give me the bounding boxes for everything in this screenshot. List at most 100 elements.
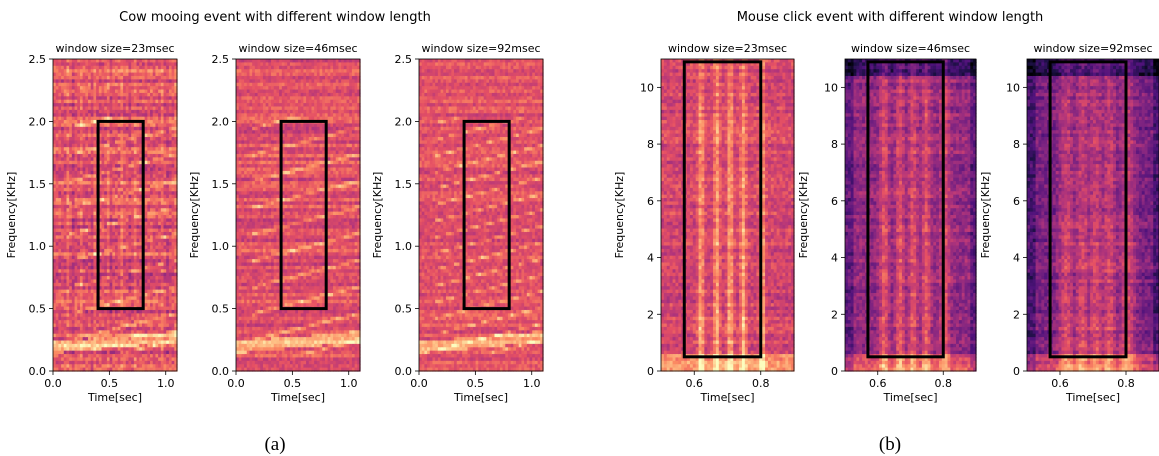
y-tick-label: 0 xyxy=(1013,365,1020,378)
y-tick-label: 1.0 xyxy=(212,240,230,253)
y-tick-label: 10 xyxy=(1006,81,1020,94)
x-tick-label: 1.0 xyxy=(523,377,541,390)
x-axis-label: Time[sec] xyxy=(453,391,508,404)
x-axis-label: Time[sec] xyxy=(87,391,142,404)
x-tick-label: 0.0 xyxy=(227,377,245,390)
x-axis-label: Time[sec] xyxy=(882,391,937,404)
y-tick-label: 6 xyxy=(647,195,654,208)
subplot-title: window size=92msec xyxy=(1033,42,1152,55)
spectrogram-heatmap xyxy=(236,59,361,372)
y-tick-label: 0.0 xyxy=(212,365,230,378)
x-tick-label: 0.6 xyxy=(686,377,704,390)
x-tick-label: 0.0 xyxy=(410,377,428,390)
subplot-title: window size=92msec xyxy=(421,42,540,55)
y-tick-label: 2.0 xyxy=(212,115,230,128)
subplot-1: 0.0 0.5 1.0 0.0 0.5 1.0 1.5 2.0 2.5 window size=2… xyxy=(5,42,178,404)
highlight-box xyxy=(682,60,763,359)
y-axis-label: Frequency[KHz] xyxy=(979,172,992,259)
panel-suptitle: Mouse click event with different window … xyxy=(737,10,1044,25)
subplot-title: window size=46msec xyxy=(238,42,357,55)
y-tick-label: 2.5 xyxy=(212,53,230,66)
y-tick-label: 6 xyxy=(1013,195,1020,208)
x-tick-label: 0.6 xyxy=(869,377,887,390)
y-tick-label: 4 xyxy=(647,252,654,265)
y-tick-label: 0 xyxy=(831,365,838,378)
y-tick-label: 2 xyxy=(647,308,654,321)
panel-b: Mouse click event with different window … xyxy=(613,10,1159,455)
spectrogram-heatmap xyxy=(1027,59,1159,372)
y-tick-label: 0.5 xyxy=(395,303,413,316)
x-tick-label: 0.0 xyxy=(44,377,62,390)
y-tick-label: 4 xyxy=(1013,252,1020,265)
y-tick-label: 1.5 xyxy=(395,178,413,191)
y-tick-label: 0.5 xyxy=(212,303,230,316)
y-tick-label: 2 xyxy=(1013,308,1020,321)
y-tick-label: 2.0 xyxy=(29,115,47,128)
x-tick-label: 0.6 xyxy=(1051,377,1069,390)
subplot-2: 0.6 0.8 0 2 4 6 8 10 window size=46msec Time[sec]… xyxy=(797,42,977,404)
axes-frame xyxy=(418,58,544,372)
y-tick-label: 1.0 xyxy=(395,240,413,253)
y-tick-label: 10 xyxy=(640,81,654,94)
axes-frame xyxy=(1026,58,1159,372)
axes-frame xyxy=(235,58,361,372)
axes-frame xyxy=(52,58,178,372)
y-tick-label: 2.0 xyxy=(395,115,413,128)
panel-caption: (a) xyxy=(264,434,285,455)
subplot-title: window size=23msec xyxy=(55,42,174,55)
x-tick-label: 0.8 xyxy=(935,377,953,390)
y-tick-label: 1.5 xyxy=(212,178,230,191)
panel-caption: (b) xyxy=(879,434,901,455)
highlight-box xyxy=(1048,60,1128,359)
y-tick-label: 8 xyxy=(831,138,838,151)
highlight-box xyxy=(96,119,145,311)
subplot-title: window size=46msec xyxy=(851,42,970,55)
panel-suptitle: Cow mooing event with different window l… xyxy=(119,10,431,25)
y-tick-label: 0.5 xyxy=(29,303,47,316)
spectrogram-heatmap xyxy=(419,59,544,372)
y-tick-label: 8 xyxy=(1013,138,1020,151)
x-tick-label: 0.5 xyxy=(467,377,485,390)
spectrogram-heatmap xyxy=(53,59,178,372)
y-tick-label: 6 xyxy=(831,195,838,208)
panel-a: Cow mooing event with different window l… xyxy=(5,10,544,455)
x-tick-label: 1.0 xyxy=(340,377,358,390)
spectrogram-heatmap xyxy=(661,59,795,372)
y-tick-label: 8 xyxy=(647,138,654,151)
y-axis-label: Frequency[KHz] xyxy=(371,172,384,259)
y-axis-label: Frequency[KHz] xyxy=(797,172,810,259)
x-axis-label: Time[sec] xyxy=(1065,391,1120,404)
x-tick-label: 1.0 xyxy=(157,377,175,390)
y-axis-label: Frequency[KHz] xyxy=(5,172,18,259)
x-tick-label: 0.5 xyxy=(284,377,302,390)
x-tick-label: 0.5 xyxy=(101,377,119,390)
highlight-box xyxy=(866,60,945,359)
y-tick-label: 0.0 xyxy=(29,365,47,378)
axes-frame xyxy=(660,58,795,372)
subplot-3: 0.6 0.8 0 2 4 6 8 10 window size=92msec Time[sec]… xyxy=(979,42,1159,404)
y-tick-label: 1.0 xyxy=(29,240,47,253)
highlight-box xyxy=(462,119,511,311)
y-tick-label: 2.5 xyxy=(395,53,413,66)
subplot-title: window size=23msec xyxy=(668,42,787,55)
y-tick-label: 2 xyxy=(831,308,838,321)
x-tick-label: 0.8 xyxy=(1117,377,1135,390)
y-tick-label: 2.5 xyxy=(29,53,47,66)
y-tick-label: 10 xyxy=(824,81,838,94)
subplot-3: 0.0 0.5 1.0 0.0 0.5 1.0 1.5 2.0 2.5 window size=9… xyxy=(371,42,544,404)
spectrogram-heatmap xyxy=(845,59,977,372)
x-axis-label: Time[sec] xyxy=(270,391,325,404)
y-tick-label: 0.0 xyxy=(395,365,413,378)
subplot-2: 0.0 0.5 1.0 0.0 0.5 1.0 1.5 2.0 2.5 window size=4… xyxy=(188,42,361,404)
subplot-1: 0.6 0.8 0 2 4 6 8 10 window size=23msec Time[sec]… xyxy=(613,42,795,404)
y-axis-label: Frequency[KHz] xyxy=(613,172,626,259)
y-tick-label: 1.5 xyxy=(29,178,47,191)
x-axis-label: Time[sec] xyxy=(699,391,754,404)
y-axis-label: Frequency[KHz] xyxy=(188,172,201,259)
highlight-box xyxy=(279,119,328,311)
y-tick-label: 4 xyxy=(831,252,838,265)
axes-frame xyxy=(844,58,977,372)
y-tick-label: 0 xyxy=(647,365,654,378)
x-tick-label: 0.8 xyxy=(752,377,770,390)
